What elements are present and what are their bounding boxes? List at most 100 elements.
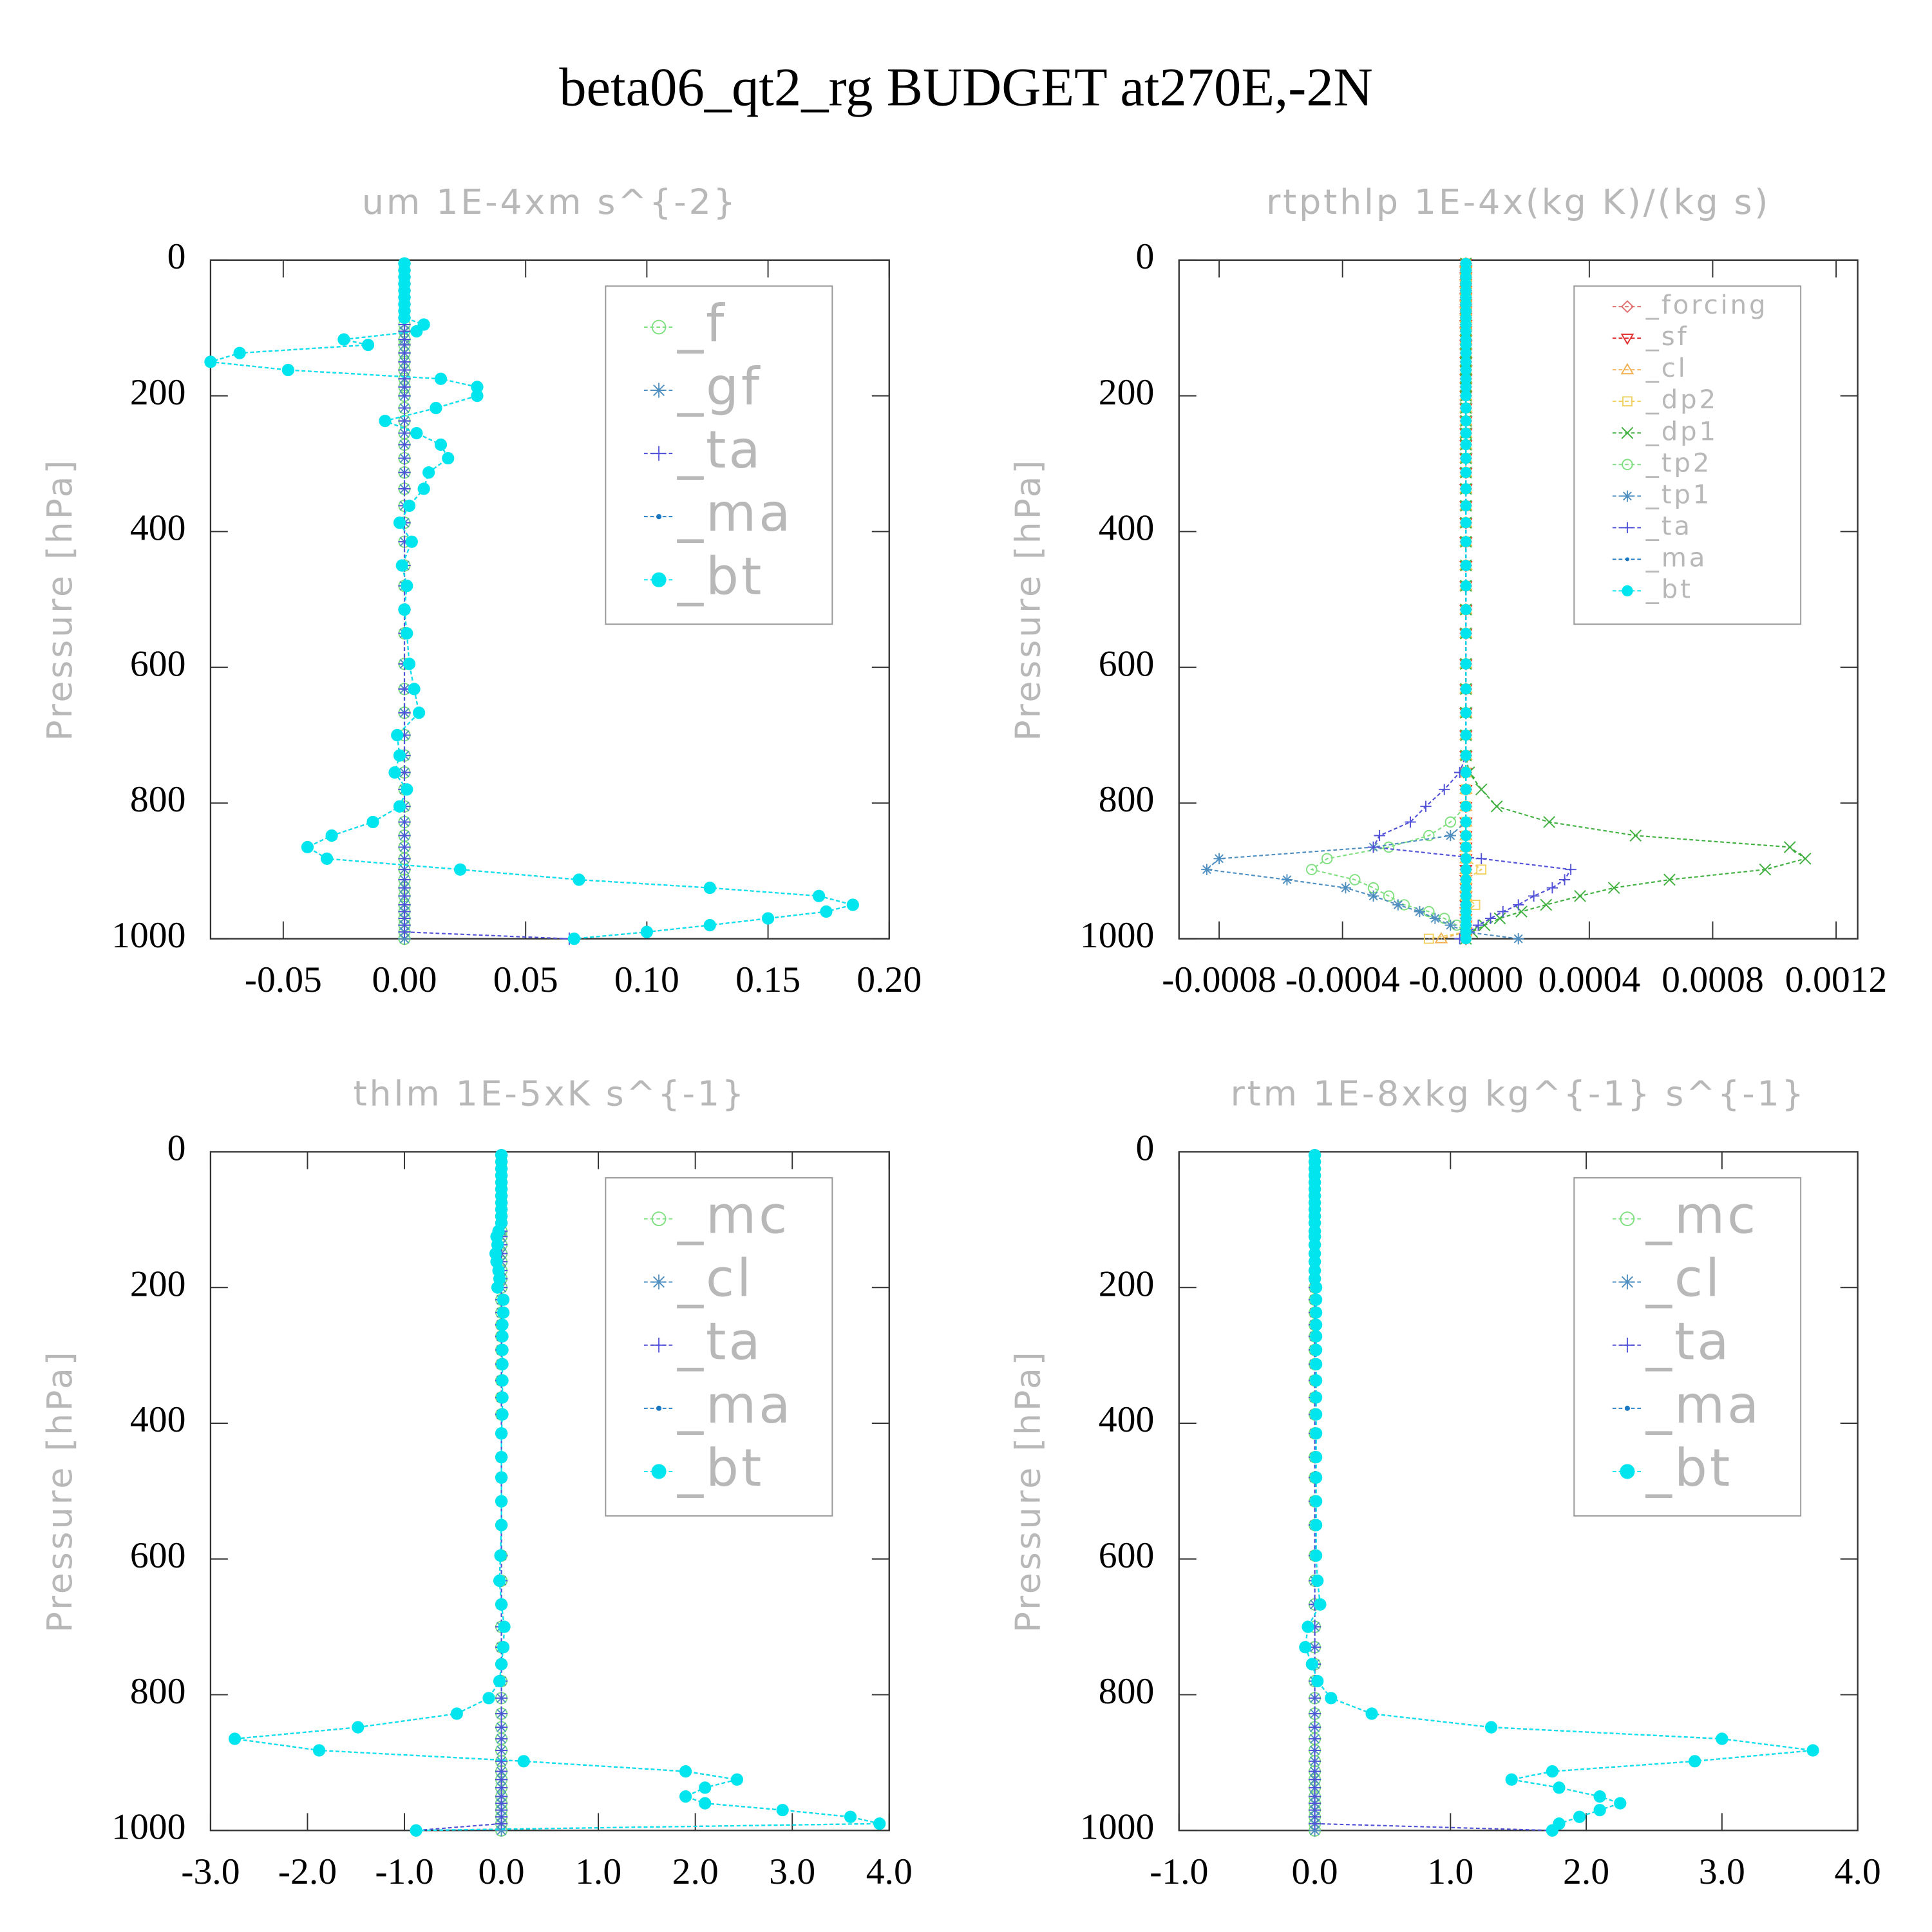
data-point <box>233 346 246 359</box>
data-point <box>1460 500 1472 511</box>
data-point <box>1308 1721 1321 1734</box>
data-point <box>761 912 775 925</box>
data-point <box>495 1707 508 1720</box>
data-point <box>1340 882 1352 894</box>
x-tick-label: 0.05 <box>493 960 558 1000</box>
panel-title: rtm 1E-8xkg kg^{-1} s^{-1} <box>1231 1074 1806 1114</box>
data-point <box>1490 800 1503 813</box>
x-tick-label: 3.0 <box>1699 1852 1745 1892</box>
data-point <box>1460 933 1472 945</box>
data-point <box>1383 841 1395 853</box>
x-tick-label: -0.0008 <box>1162 960 1276 1000</box>
data-point <box>1546 882 1558 894</box>
x-tick-label: -0.0004 <box>1285 960 1400 1000</box>
data-point <box>393 800 406 813</box>
y-tick-label: 1000 <box>1080 915 1154 956</box>
data-point <box>1305 1658 1318 1671</box>
data-point <box>1310 1358 1323 1370</box>
y-tick-label: 400 <box>1099 1399 1155 1440</box>
data-point <box>398 466 411 479</box>
legend-marker <box>1620 1211 1635 1226</box>
y-axis-label: Pressure [hPa] <box>1008 458 1048 741</box>
legend-marker <box>1625 557 1629 562</box>
legend-box <box>1573 285 1802 625</box>
data-point <box>398 438 411 451</box>
data-point <box>1460 390 1472 402</box>
data-point <box>1783 841 1796 853</box>
data-point <box>1476 864 1487 875</box>
data-point <box>398 815 411 829</box>
data-point <box>679 1765 692 1778</box>
data-point <box>471 390 484 402</box>
legend-label: _gf <box>677 356 762 417</box>
data-point <box>1374 829 1385 842</box>
data-point <box>703 882 716 895</box>
data-point <box>1513 899 1524 911</box>
legend-marker <box>651 1274 667 1290</box>
data-point <box>495 1471 508 1484</box>
data-point <box>312 1744 326 1757</box>
data-point <box>1528 890 1540 902</box>
y-tick-label: 600 <box>1099 1535 1155 1576</box>
data-point <box>1759 863 1772 876</box>
data-point <box>1439 784 1450 795</box>
y-axis-label: Pressure [hPa] <box>1008 1349 1048 1633</box>
data-point <box>1515 905 1528 918</box>
legend-box <box>605 1177 833 1517</box>
data-point <box>1367 890 1379 902</box>
legend-label: _bt <box>1645 574 1693 604</box>
data-point <box>430 401 442 415</box>
data-point <box>1365 1707 1378 1720</box>
x-tick-label: -0.05 <box>245 960 322 1000</box>
data-point <box>1310 1451 1323 1464</box>
legend-label: _ma <box>677 482 793 543</box>
x-tick-label: 2.0 <box>1563 1852 1609 1892</box>
data-point <box>1629 829 1642 842</box>
x-tick-label: 0.20 <box>857 960 922 1000</box>
data-point <box>361 338 375 352</box>
data-point <box>1806 1744 1819 1757</box>
legend-label: _tp2 <box>1645 448 1712 478</box>
data-point <box>422 466 435 479</box>
legend-marker <box>1620 363 1634 375</box>
data-point <box>495 1721 508 1734</box>
data-point <box>1310 1408 1323 1421</box>
x-tick-label: -1.0 <box>375 1852 433 1892</box>
data-point <box>1460 517 1472 529</box>
data-point <box>1460 415 1472 427</box>
legend-label: _dp1 <box>1645 417 1718 446</box>
x-tick-label: 0.0004 <box>1539 960 1641 1000</box>
y-axis-label: Pressure [hPa] <box>39 1349 80 1633</box>
x-tick-label: 0.00 <box>372 960 437 1000</box>
x-tick-label: 4.0 <box>1835 1852 1881 1892</box>
data-point <box>1460 427 1472 439</box>
data-point <box>1460 483 1472 495</box>
y-tick-label: 800 <box>1099 779 1155 820</box>
data-point <box>398 451 411 465</box>
data-point <box>1460 467 1472 478</box>
data-point <box>482 1692 495 1705</box>
data-point <box>699 1797 712 1810</box>
y-tick-label: 200 <box>1099 372 1155 413</box>
y-tick-label: 0 <box>167 1128 186 1169</box>
y-tick-label: 0 <box>167 236 186 277</box>
data-point <box>1308 1692 1321 1705</box>
legend-box <box>605 285 833 625</box>
data-point <box>1281 874 1293 886</box>
panel-title: thlm 1E-5xK s^{-1} <box>354 1074 746 1114</box>
data-point <box>491 1281 504 1294</box>
data-point <box>1321 853 1333 865</box>
data-point <box>1308 1255 1321 1268</box>
data-point <box>442 451 455 465</box>
x-tick-label: -2.0 <box>278 1852 337 1892</box>
data-point <box>1414 905 1426 918</box>
data-point <box>1305 864 1318 875</box>
x-tick-label: 0.0008 <box>1662 960 1764 1000</box>
data-point <box>1460 347 1472 359</box>
figure-title: beta06_qt2_rg BUDGET at270E,-2N <box>559 58 1372 118</box>
legend-label: _ma <box>1645 1374 1761 1435</box>
data-point <box>1460 729 1472 741</box>
data-point <box>1314 1598 1327 1611</box>
data-point <box>1444 919 1456 931</box>
data-point <box>402 658 416 670</box>
